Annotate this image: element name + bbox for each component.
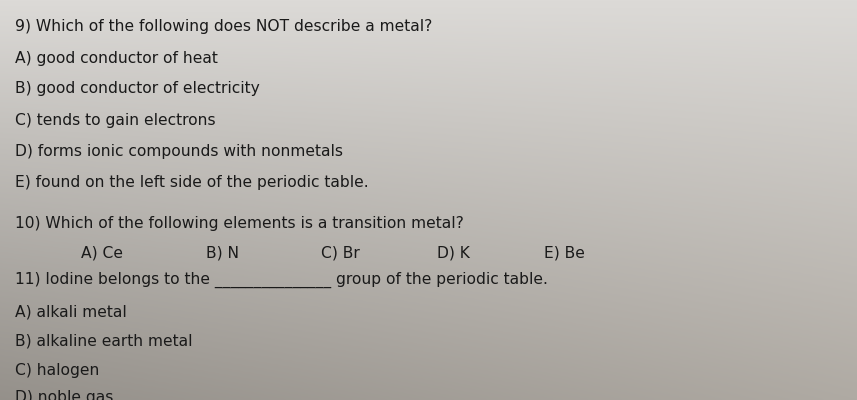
Text: 11) Iodine belongs to the _______________ group of the periodic table.: 11) Iodine belongs to the ______________… <box>15 272 548 288</box>
Text: A) Ce: A) Ce <box>81 245 123 260</box>
Text: B) alkaline earth metal: B) alkaline earth metal <box>15 334 193 349</box>
Text: C) Br: C) Br <box>321 245 360 260</box>
Text: B) good conductor of electricity: B) good conductor of electricity <box>15 81 261 96</box>
Text: C) halogen: C) halogen <box>15 362 99 378</box>
Text: D) noble gas: D) noble gas <box>15 390 114 400</box>
Text: D) forms ionic compounds with nonmetals: D) forms ionic compounds with nonmetals <box>15 144 344 159</box>
Text: A) alkali metal: A) alkali metal <box>15 304 127 320</box>
Text: 10) Which of the following elements is a transition metal?: 10) Which of the following elements is a… <box>15 216 464 231</box>
Text: C) tends to gain electrons: C) tends to gain electrons <box>15 112 216 128</box>
Text: 9) Which of the following does NOT describe a metal?: 9) Which of the following does NOT descr… <box>15 18 433 34</box>
Text: A) good conductor of heat: A) good conductor of heat <box>15 50 219 66</box>
Text: E) Be: E) Be <box>544 245 585 260</box>
Text: B) N: B) N <box>206 245 239 260</box>
Text: E) found on the left side of the periodic table.: E) found on the left side of the periodi… <box>15 175 369 190</box>
Text: D) K: D) K <box>437 245 470 260</box>
